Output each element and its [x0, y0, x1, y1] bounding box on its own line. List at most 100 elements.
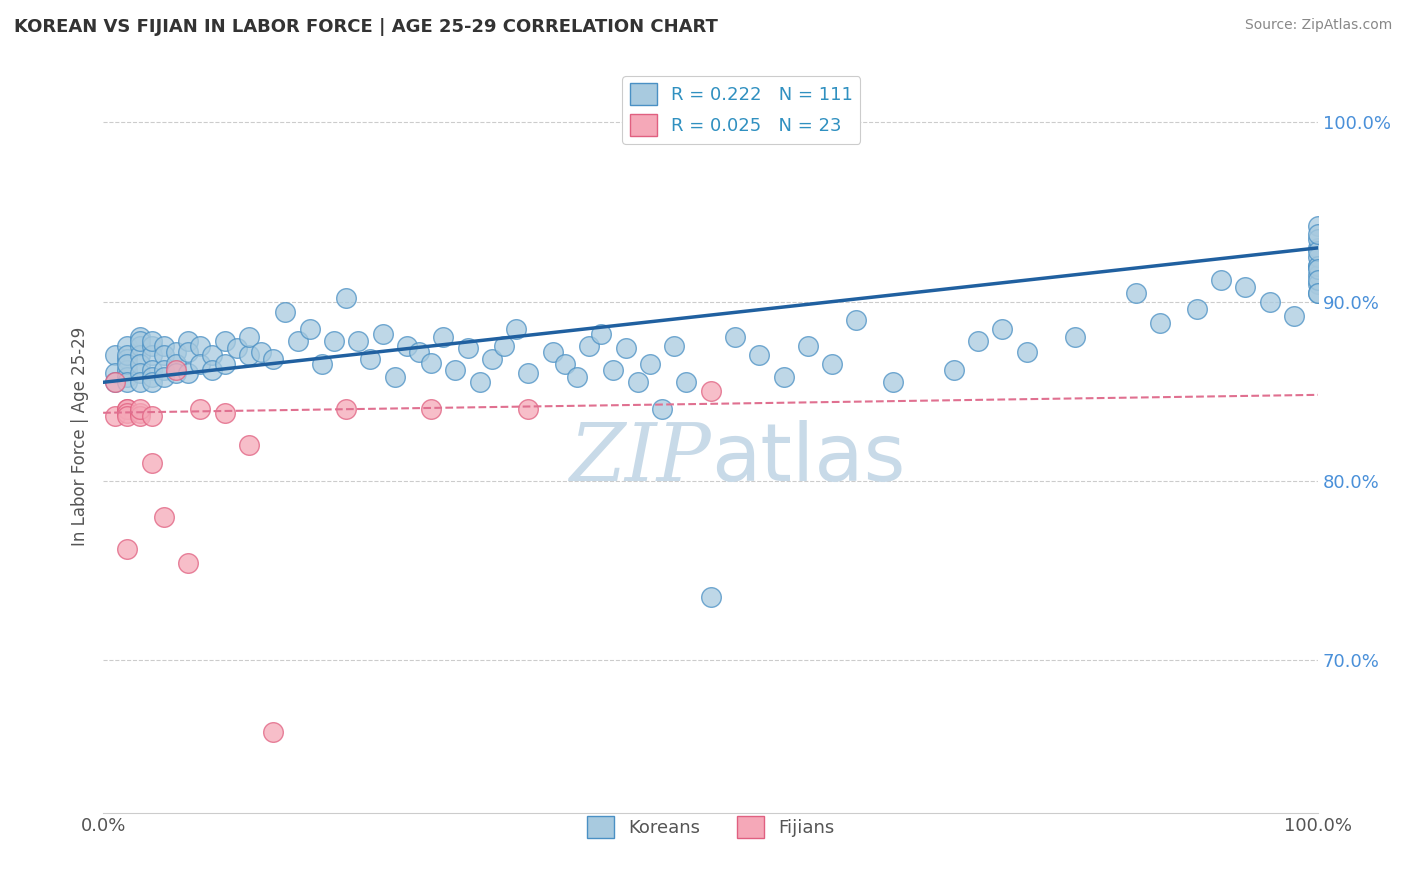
Point	[188, 357, 211, 371]
Point	[104, 376, 127, 390]
Point	[214, 357, 236, 371]
Point	[141, 334, 163, 348]
Point	[141, 363, 163, 377]
Point	[1149, 316, 1171, 330]
Point	[153, 363, 176, 377]
Point	[1234, 280, 1257, 294]
Point	[117, 348, 139, 362]
Point	[1185, 301, 1208, 316]
Point	[128, 402, 150, 417]
Point	[188, 339, 211, 353]
Point	[347, 334, 370, 348]
Point	[1308, 259, 1330, 273]
Point	[1258, 294, 1281, 309]
Point	[481, 351, 503, 366]
Point	[238, 330, 260, 344]
Point	[444, 363, 467, 377]
Point	[177, 557, 200, 571]
Legend: Koreans, Fijians: Koreans, Fijians	[579, 808, 842, 845]
Point	[225, 341, 247, 355]
Point	[117, 376, 139, 390]
Point	[1308, 259, 1330, 273]
Point	[967, 334, 990, 348]
Point	[128, 406, 150, 420]
Point	[153, 348, 176, 362]
Point	[724, 330, 747, 344]
Point	[117, 542, 139, 557]
Point	[128, 367, 150, 381]
Point	[1015, 344, 1038, 359]
Point	[117, 402, 139, 417]
Point	[177, 344, 200, 359]
Point	[104, 376, 127, 390]
Point	[117, 370, 139, 384]
Point	[214, 406, 236, 420]
Point	[117, 363, 139, 377]
Point	[420, 402, 443, 417]
Point	[541, 344, 564, 359]
Point	[165, 367, 187, 381]
Point	[238, 438, 260, 452]
Point	[128, 334, 150, 348]
Point	[188, 402, 211, 417]
Point	[821, 357, 844, 371]
Point	[1308, 262, 1330, 277]
Text: atlas: atlas	[710, 419, 905, 498]
Point	[128, 357, 150, 371]
Point	[117, 351, 139, 366]
Point	[1209, 273, 1232, 287]
Point	[664, 339, 686, 353]
Point	[153, 339, 176, 353]
Point	[699, 384, 721, 399]
Point	[578, 339, 600, 353]
Point	[1308, 219, 1330, 234]
Point	[517, 367, 540, 381]
Point	[165, 344, 187, 359]
Point	[335, 402, 357, 417]
Point	[262, 351, 284, 366]
Point	[141, 348, 163, 362]
Point	[141, 409, 163, 424]
Y-axis label: In Labor Force | Age 25-29: In Labor Force | Age 25-29	[72, 326, 89, 546]
Point	[699, 591, 721, 605]
Point	[1308, 268, 1330, 282]
Point	[128, 330, 150, 344]
Point	[117, 409, 139, 424]
Point	[1308, 227, 1330, 241]
Point	[384, 370, 406, 384]
Text: KOREAN VS FIJIAN IN LABOR FORCE | AGE 25-29 CORRELATION CHART: KOREAN VS FIJIAN IN LABOR FORCE | AGE 25…	[14, 18, 718, 36]
Point	[651, 402, 673, 417]
Point	[772, 370, 794, 384]
Point	[991, 321, 1014, 335]
Point	[468, 376, 491, 390]
Point	[141, 339, 163, 353]
Point	[408, 344, 430, 359]
Point	[165, 357, 187, 371]
Point	[165, 363, 187, 377]
Text: ZIP: ZIP	[569, 420, 710, 498]
Point	[457, 341, 479, 355]
Point	[797, 339, 820, 353]
Point	[323, 334, 346, 348]
Point	[517, 402, 540, 417]
Point	[1308, 250, 1330, 264]
Point	[1308, 232, 1330, 246]
Point	[1125, 285, 1147, 300]
Point	[359, 351, 381, 366]
Point	[201, 348, 224, 362]
Point	[432, 330, 454, 344]
Point	[942, 363, 965, 377]
Point	[153, 509, 176, 524]
Point	[371, 326, 394, 341]
Point	[141, 370, 163, 384]
Point	[1308, 285, 1330, 300]
Point	[675, 376, 697, 390]
Point	[141, 456, 163, 470]
Point	[128, 376, 150, 390]
Point	[128, 348, 150, 362]
Point	[845, 312, 868, 326]
Point	[117, 339, 139, 353]
Point	[117, 406, 139, 420]
Point	[177, 367, 200, 381]
Point	[104, 348, 127, 362]
